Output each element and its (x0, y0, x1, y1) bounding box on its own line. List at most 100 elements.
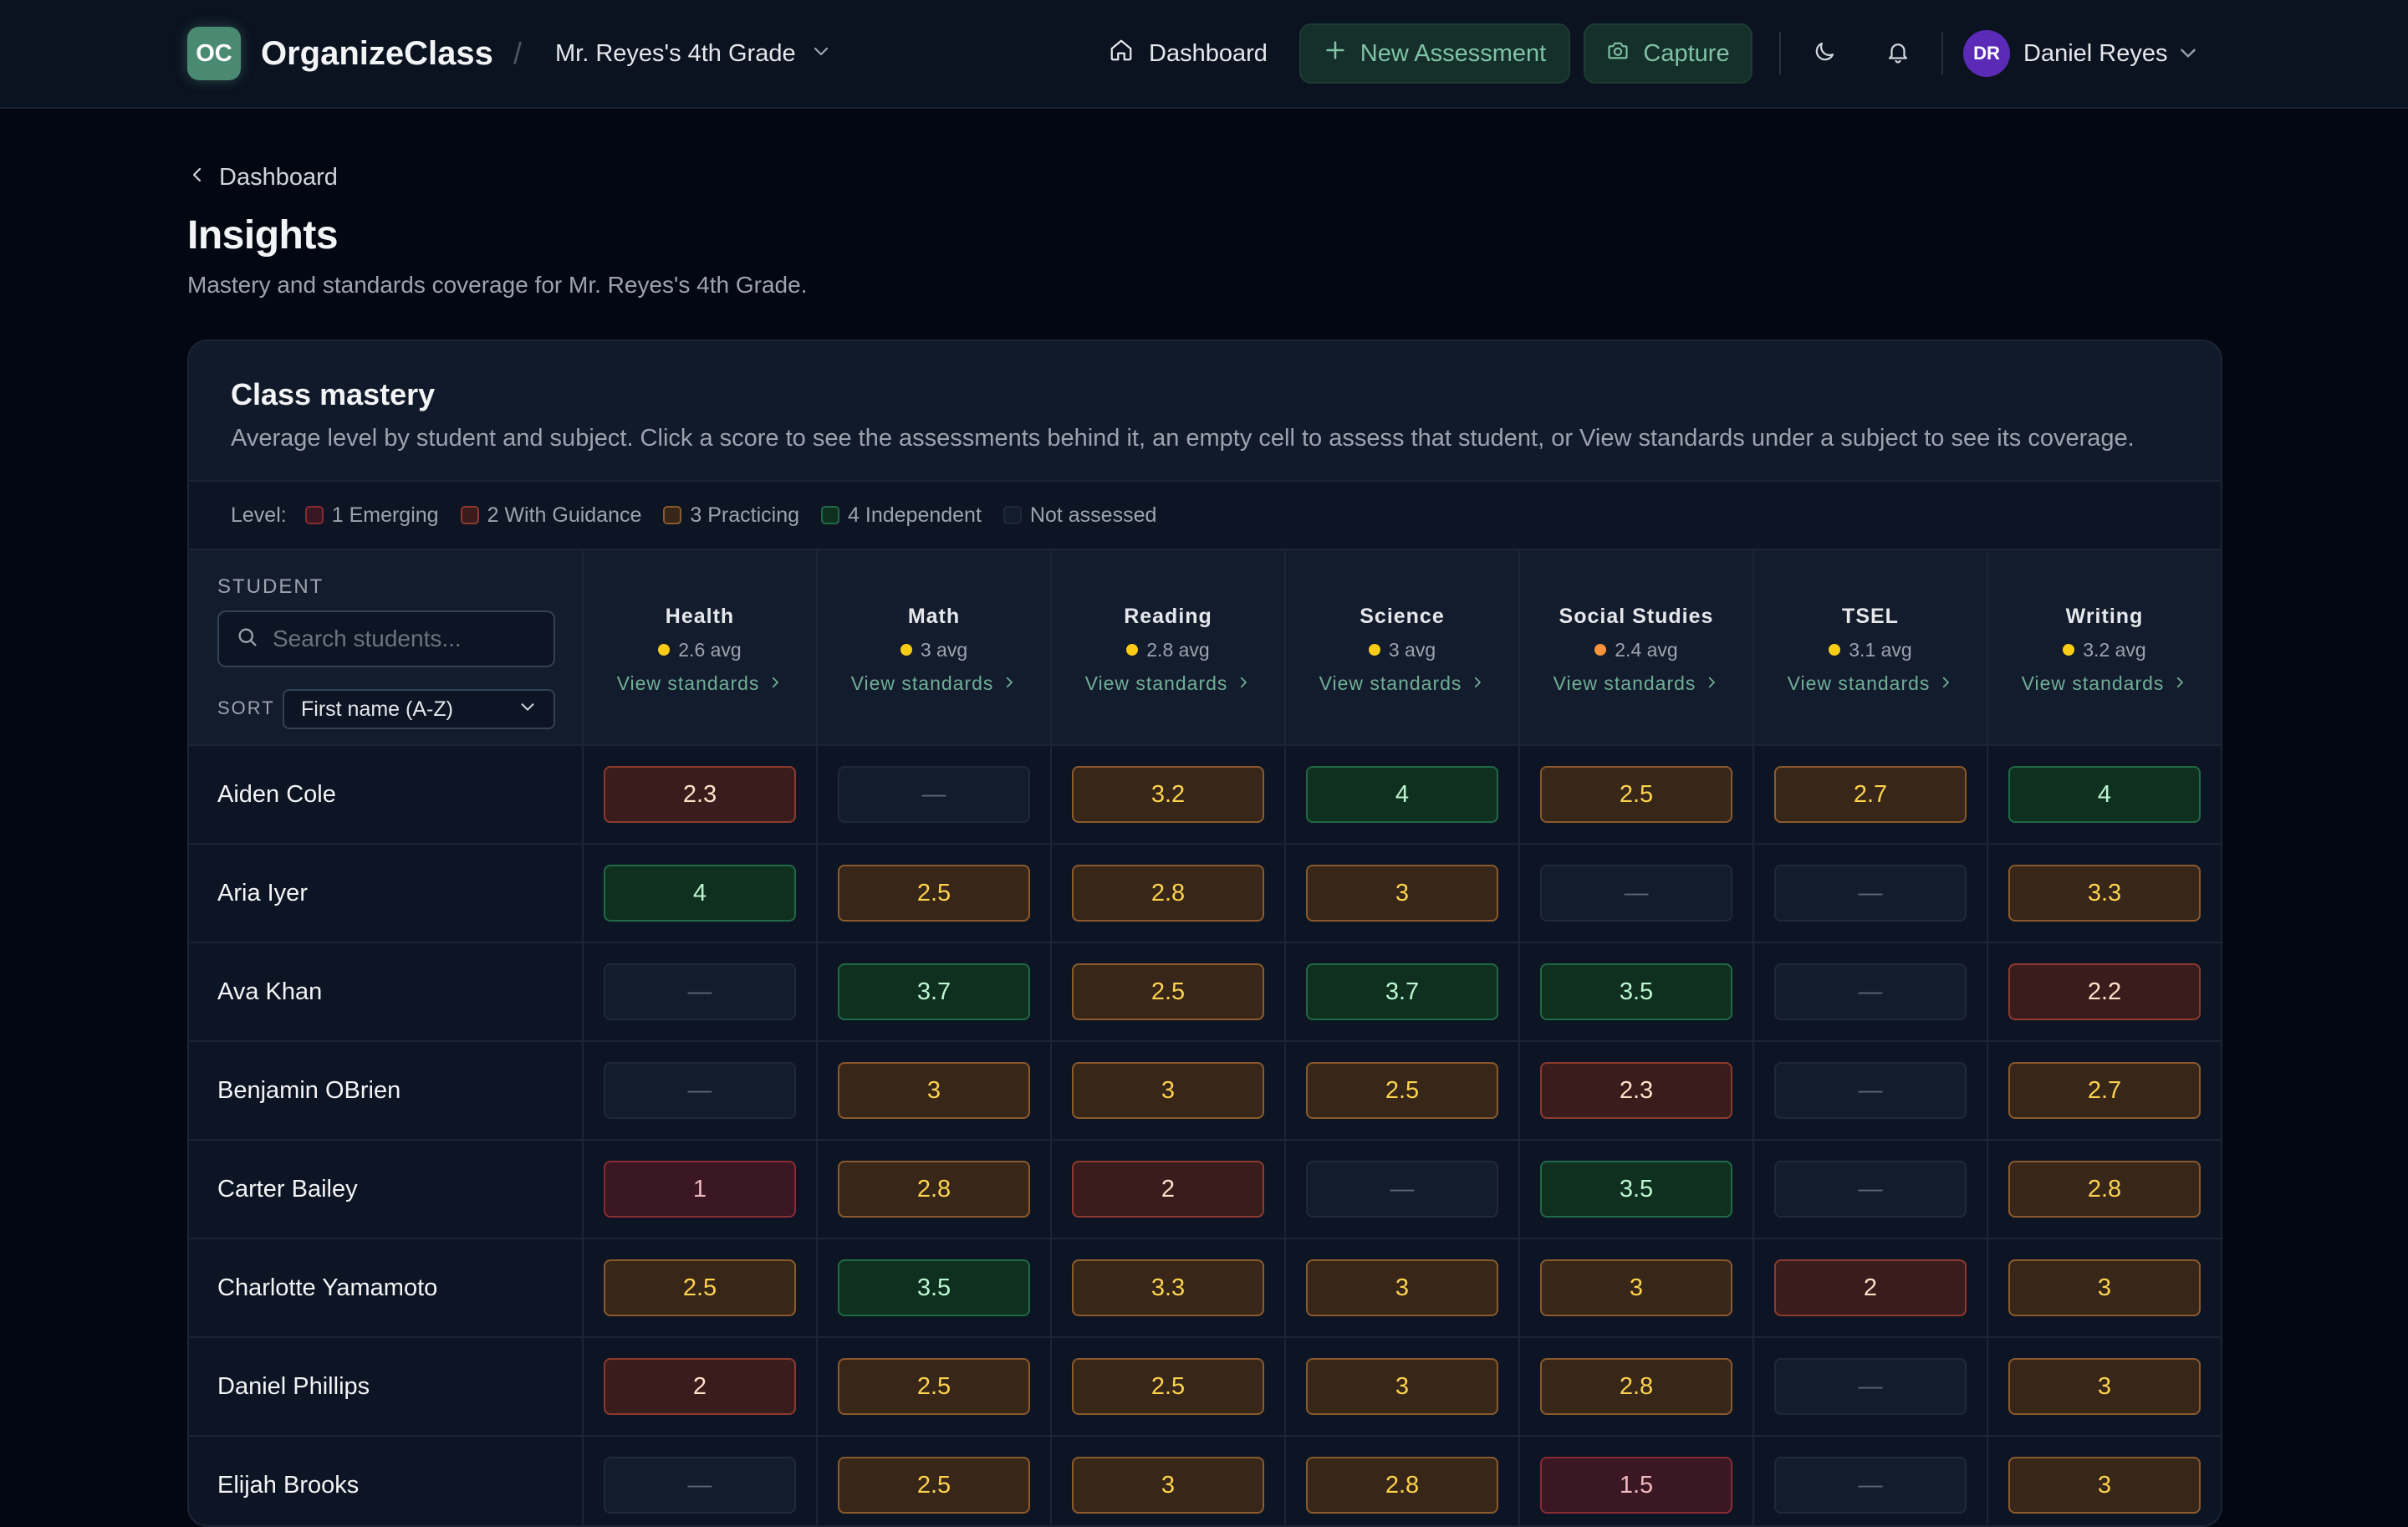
score-cell[interactable]: 2.5 (1306, 1062, 1498, 1119)
empty-score-cell[interactable]: — (604, 1062, 796, 1119)
score-cell[interactable]: 3 (1306, 865, 1498, 922)
score-cell[interactable]: 2.8 (2008, 1161, 2201, 1218)
score-cell[interactable]: 1 (604, 1161, 796, 1218)
empty-score-cell[interactable]: — (1774, 1358, 1967, 1415)
class-selector[interactable]: Mr. Reyes's 4th Grade (555, 37, 831, 70)
sort-select[interactable]: First name (A-Z) (283, 689, 555, 729)
score-cell[interactable]: 2.5 (1540, 766, 1732, 823)
score-cell[interactable]: 3.7 (838, 963, 1030, 1020)
score-cell[interactable]: 3 (1072, 1062, 1264, 1119)
score-cell[interactable]: 2.3 (1540, 1062, 1732, 1119)
score-cell[interactable]: 3 (838, 1062, 1030, 1119)
score-cell[interactable]: 2.5 (838, 865, 1030, 922)
theme-toggle-button[interactable] (1801, 30, 1848, 77)
student-name[interactable]: Elijah Brooks (217, 1471, 360, 1499)
student-name[interactable]: Daniel Phillips (217, 1372, 370, 1400)
score-cell-wrapper: 2 (582, 1338, 816, 1435)
student-name[interactable]: Aria Iyer (217, 879, 308, 906)
notifications-button[interactable] (1875, 30, 1921, 77)
app-logo[interactable]: OC (187, 27, 241, 80)
score-cell[interactable]: 2.8 (1072, 865, 1264, 922)
score-cell[interactable]: 4 (604, 865, 796, 922)
score-cell[interactable]: 2 (604, 1358, 796, 1415)
score-cell[interactable]: 3 (2008, 1358, 2201, 1415)
chevron-right-icon (1704, 671, 1719, 696)
empty-score-cell[interactable]: — (1774, 963, 1967, 1020)
score-cell[interactable]: 2.5 (1072, 1358, 1264, 1415)
empty-score-cell[interactable]: — (604, 1457, 796, 1514)
score-cell[interactable]: 2.8 (1306, 1457, 1498, 1514)
subject-average: 2.6 avg (584, 637, 816, 662)
score-cell[interactable]: 3.3 (1072, 1259, 1264, 1316)
avatar[interactable]: DR (1963, 30, 2010, 77)
score-cell[interactable]: 2.5 (838, 1358, 1030, 1415)
nav-dashboard-link[interactable]: Dashboard (1102, 27, 1274, 80)
empty-score-cell[interactable]: — (1774, 1062, 1967, 1119)
score-cell[interactable]: 2.8 (838, 1161, 1030, 1218)
empty-score-cell[interactable]: — (1774, 1457, 1967, 1514)
score-cell-wrapper: 2.5 (816, 845, 1050, 942)
score-cell-wrapper: 2.5 (816, 1338, 1050, 1435)
score-cell[interactable]: 3.3 (2008, 865, 2201, 922)
score-cell[interactable]: 3.5 (1540, 963, 1732, 1020)
user-name[interactable]: Daniel Reyes (2023, 40, 2168, 67)
student-name[interactable]: Aiden Cole (217, 780, 336, 808)
subject-name: Social Studies (1559, 605, 1714, 628)
empty-score-cell[interactable]: — (1774, 1161, 1967, 1218)
score-cell-wrapper: 2.7 (1752, 746, 1987, 843)
score-cell[interactable]: 2.2 (2008, 963, 2201, 1020)
view-standards-link[interactable]: View standards (584, 671, 816, 696)
subject-average: 3 avg (818, 637, 1050, 662)
empty-score-cell[interactable]: — (838, 766, 1030, 823)
new-assessment-button[interactable]: New Assessment (1299, 23, 1570, 84)
score-cell-wrapper: 3 (1987, 1239, 2221, 1336)
view-standards-link[interactable]: View standards (818, 671, 1050, 696)
subject-average-value: 3.1 avg (1849, 639, 1912, 661)
subject-average-value: 3 avg (920, 639, 968, 661)
score-cell[interactable]: 2.7 (1774, 766, 1967, 823)
score-cell[interactable]: 2.5 (604, 1259, 796, 1316)
score-cell[interactable]: 2 (1072, 1161, 1264, 1218)
empty-score-cell[interactable]: — (1774, 865, 1967, 922)
back-link[interactable]: Dashboard (187, 161, 338, 194)
score-cell[interactable]: 3 (1540, 1259, 1732, 1316)
score-cell[interactable]: 3 (2008, 1259, 2201, 1316)
view-standards-link[interactable]: View standards (1286, 671, 1518, 696)
score-cell[interactable]: 3.2 (1072, 766, 1264, 823)
score-cell[interactable]: 2.3 (604, 766, 796, 823)
legend-item: Not assessed (1002, 503, 1156, 528)
score-cell[interactable]: 4 (1306, 766, 1498, 823)
score-cell-wrapper: 2.3 (582, 746, 816, 843)
score-cell[interactable]: 4 (2008, 766, 2201, 823)
view-standards-link[interactable]: View standards (1052, 671, 1284, 696)
sort-select-value: First name (A-Z) (301, 697, 453, 721)
chevron-down-icon[interactable] (2177, 42, 2199, 68)
empty-score-cell[interactable]: — (604, 963, 796, 1020)
student-name[interactable]: Ava Khan (217, 978, 323, 1005)
legend-swatch (304, 506, 324, 524)
capture-button[interactable]: Capture (1584, 23, 1752, 84)
view-standards-link[interactable]: View standards (1754, 671, 1987, 696)
score-cell[interactable]: 2 (1774, 1259, 1967, 1316)
student-name[interactable]: Charlotte Yamamoto (217, 1274, 438, 1301)
app-name[interactable]: OrganizeClass (261, 35, 493, 72)
student-name[interactable]: Carter Bailey (217, 1175, 358, 1203)
score-cell[interactable]: 3.7 (1306, 963, 1498, 1020)
view-standards-link[interactable]: View standards (1988, 671, 2221, 696)
score-cell[interactable]: 3 (1306, 1358, 1498, 1415)
score-cell[interactable]: 3 (1306, 1259, 1498, 1316)
subject-average-value: 3.2 avg (2083, 639, 2146, 661)
score-cell[interactable]: 3.5 (838, 1259, 1030, 1316)
empty-score-cell[interactable]: — (1540, 865, 1732, 922)
student-name[interactable]: Benjamin OBrien (217, 1076, 401, 1104)
score-cell[interactable]: 3.5 (1540, 1161, 1732, 1218)
score-cell[interactable]: 2.7 (2008, 1062, 2201, 1119)
search-field[interactable] (217, 610, 555, 667)
score-cell-wrapper: 4 (582, 845, 816, 942)
table-header: STUDENT SORT First name (A-Z) Health 2.6 … (189, 550, 2221, 746)
view-standards-link[interactable]: View standards (1520, 671, 1752, 696)
empty-score-cell[interactable]: — (1306, 1161, 1498, 1218)
score-cell[interactable]: 2.8 (1540, 1358, 1732, 1415)
search-input[interactable] (273, 626, 548, 652)
score-cell[interactable]: 2.5 (1072, 963, 1264, 1020)
